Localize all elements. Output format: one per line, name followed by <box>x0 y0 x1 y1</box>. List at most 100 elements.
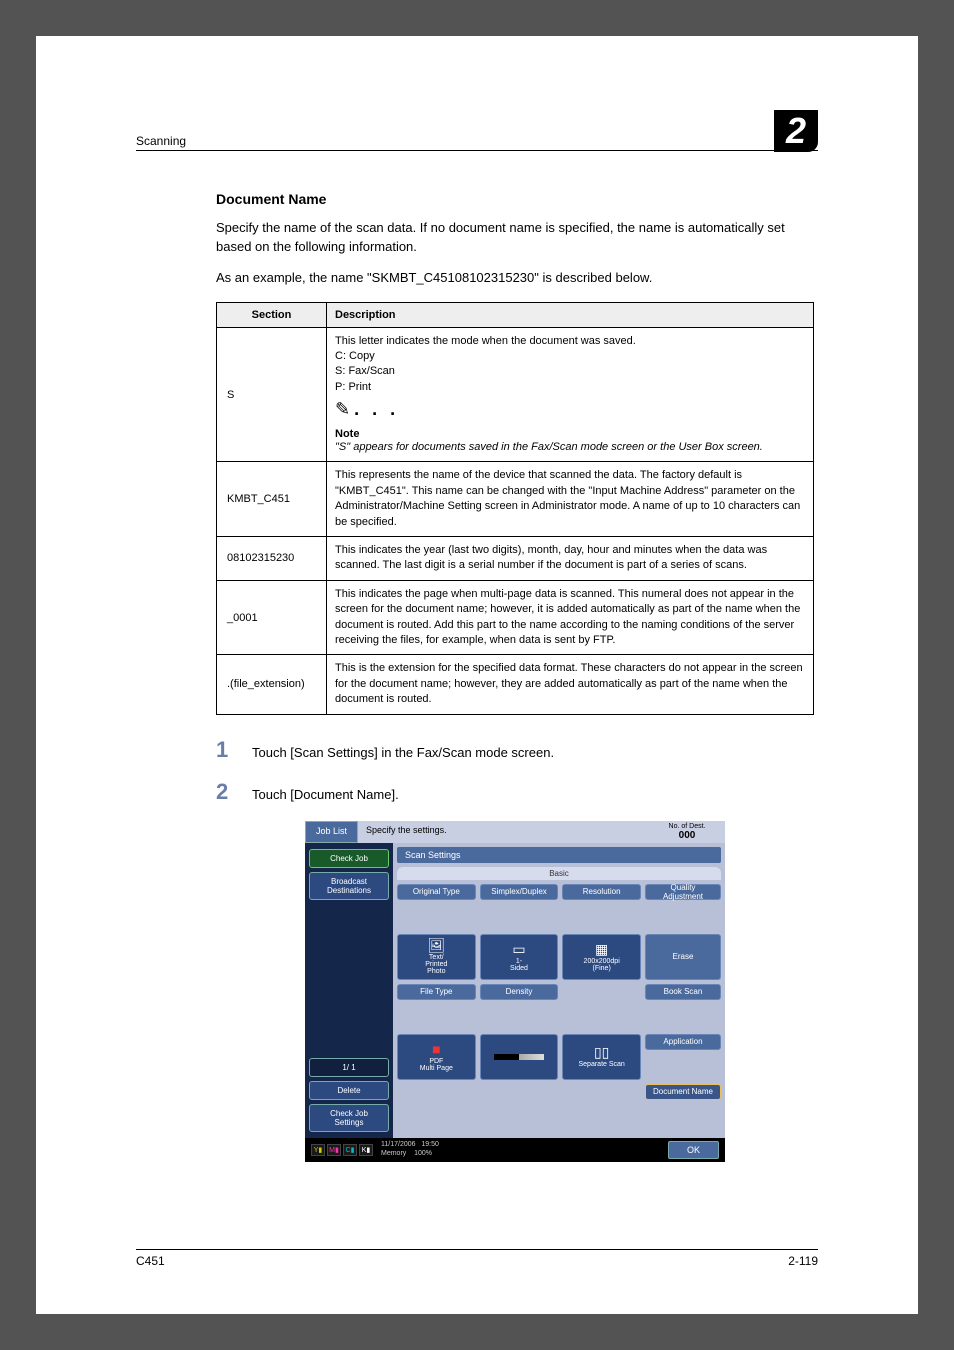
book-scan-button[interactable]: Book Scan <box>645 984 721 1000</box>
table-cell-description: This represents the name of the device t… <box>327 462 814 537</box>
note-label: Note <box>335 428 805 440</box>
table-cell-section: _0001 <box>217 580 327 655</box>
toner-y-icon: Y▮ <box>311 1144 325 1156</box>
control-panel: Job List Specify the settings. No. of De… <box>305 821 725 1162</box>
density-bar-icon <box>494 1054 545 1060</box>
intro-paragraph-2: As an example, the name "SKMBT_C45108102… <box>216 269 814 288</box>
toner-k-icon: K▮ <box>359 1144 373 1156</box>
section-heading: Document Name <box>216 191 814 207</box>
datetime-info: 11/17/2006 19:50 Memory 100% <box>381 1141 439 1158</box>
footer-model: C451 <box>136 1254 165 1268</box>
note-icon: ✎. . . <box>335 399 399 420</box>
content-area: Document Name Specify the name of the sc… <box>136 191 818 1162</box>
table-desc-text: This represents the name of the device t… <box>335 468 805 530</box>
chapter-number-badge: 2 <box>774 110 818 152</box>
document-name-button[interactable]: Document Name <box>645 1084 721 1100</box>
table-cell-description: This letter indicates the mode when the … <box>327 327 814 462</box>
table-cell-description: This indicates the year (last two digits… <box>327 537 814 581</box>
toner-c-icon: C▮ <box>343 1144 357 1156</box>
panel-body: Check Job Broadcast Destinations 1/ 1 De… <box>305 843 725 1138</box>
simplex-duplex-button[interactable]: ▭ 1- Sided <box>480 934 559 980</box>
table-cell-section: KMBT_C451 <box>217 462 327 537</box>
application-button[interactable]: Application <box>645 1034 721 1050</box>
table-cell-section: 08102315230 <box>217 537 327 581</box>
separate-scan-button[interactable]: ▯▯ Separate Scan <box>562 1034 641 1080</box>
empty-cell <box>562 1084 641 1130</box>
table-cell-description: This indicates the page when multi-page … <box>327 580 814 655</box>
table-desc-text: This indicates the year (last two digits… <box>335 543 805 574</box>
simplex-duplex-value: 1- Sided <box>510 958 528 972</box>
delete-button[interactable]: Delete <box>309 1081 389 1100</box>
memory-label: Memory <box>381 1150 406 1157</box>
original-type-value: Text/ Printed Photo <box>425 954 447 975</box>
table-header-description: Description <box>327 302 814 327</box>
basic-tab[interactable]: Basic <box>397 867 721 880</box>
table-row: _0001 This indicates the page when multi… <box>217 580 814 655</box>
pdf-icon: ■ <box>432 1042 440 1056</box>
ok-button[interactable]: OK <box>668 1141 719 1159</box>
panel-status-message: Specify the settings. <box>358 821 649 843</box>
separate-scan-icon: ▯▯ <box>594 1045 609 1059</box>
file-type-button[interactable]: ■ PDF Multi Page <box>397 1034 476 1080</box>
settings-grid: Original Type Simplex/Duplex Resolution … <box>397 880 721 1134</box>
step-text: Touch [Scan Settings] in the Fax/Scan mo… <box>252 745 554 760</box>
control-panel-figure: Job List Specify the settings. No. of De… <box>216 821 814 1162</box>
step-number: 1 <box>216 737 252 763</box>
erase-button[interactable]: Erase <box>645 934 721 980</box>
count-value: 000 <box>653 830 721 841</box>
page-footer: C451 2-119 <box>136 1249 818 1268</box>
step-number: 2 <box>216 779 252 805</box>
check-job-settings-button[interactable]: Check Job Settings <box>309 1104 389 1132</box>
empty-cell <box>397 1084 476 1130</box>
separate-scan-value: Separate Scan <box>579 1061 625 1068</box>
original-type-button[interactable]: 🖼 Text/ Printed Photo <box>397 934 476 980</box>
panel-sidebar: Check Job Broadcast Destinations 1/ 1 De… <box>305 843 393 1138</box>
job-list-button[interactable]: Job List <box>305 821 358 843</box>
note-body: "S" appears for documents saved in the F… <box>335 440 805 455</box>
resolution-button[interactable]: ▦ 200x200dpi (Fine) <box>562 934 641 980</box>
table-cell-description: This is the extension for the specified … <box>327 655 814 714</box>
file-type-label: File Type <box>397 984 476 1000</box>
footer-page-number: 2-119 <box>788 1254 818 1268</box>
page: Scanning 2 Document Name Specify the nam… <box>36 36 918 1314</box>
grid-icon: ▦ <box>595 942 608 956</box>
table-row: 08102315230 This indicates the year (las… <box>217 537 814 581</box>
quality-adjustment-button[interactable]: Quality Adjustment <box>645 884 721 900</box>
memory-value: 100% <box>414 1150 432 1157</box>
table-row: .(file_extension) This is the extension … <box>217 655 814 714</box>
time-text: 19:50 <box>421 1141 439 1148</box>
empty-cell <box>480 1084 559 1130</box>
table-desc-text: This letter indicates the mode when the … <box>335 334 805 396</box>
table-cell-section: S <box>217 327 327 462</box>
density-button[interactable] <box>480 1034 559 1080</box>
table-row: KMBT_C451 This represents the name of th… <box>217 462 814 537</box>
table-header-section: Section <box>217 302 327 327</box>
resolution-value: 200x200dpi (Fine) <box>584 958 620 972</box>
toner-indicators: Y▮ M▮ C▮ K▮ <box>311 1144 373 1156</box>
table-row: S This letter indicates the mode when th… <box>217 327 814 462</box>
procedure-steps: 1 Touch [Scan Settings] in the Fax/Scan … <box>216 737 814 805</box>
original-type-label: Original Type <box>397 884 476 900</box>
table-desc-text: This indicates the page when multi-page … <box>335 587 805 649</box>
step-item: 2 Touch [Document Name]. <box>216 779 814 805</box>
broadcast-destinations-button[interactable]: Broadcast Destinations <box>309 872 389 900</box>
date-text: 11/17/2006 <box>381 1141 416 1148</box>
scan-settings-title: Scan Settings <box>397 847 721 863</box>
intro-paragraph-1: Specify the name of the scan data. If no… <box>216 219 814 257</box>
toner-m-icon: M▮ <box>327 1144 341 1156</box>
header-section-name: Scanning <box>136 134 186 148</box>
panel-main: Scan Settings Basic Original Type Simple… <box>393 843 725 1138</box>
step-text: Touch [Document Name]. <box>252 787 399 802</box>
resolution-label: Resolution <box>562 884 641 900</box>
file-type-value: PDF Multi Page <box>420 1058 453 1072</box>
check-job-button[interactable]: Check Job <box>309 849 389 868</box>
simplex-duplex-label: Simplex/Duplex <box>480 884 559 900</box>
density-label: Density <box>480 984 559 1000</box>
destination-count: No. of Dest. 000 <box>649 821 725 843</box>
page-icon: ▭ <box>512 942 525 956</box>
running-header: Scanning 2 <box>136 106 818 151</box>
empty-cell <box>562 984 641 1000</box>
photo-icon: 🖼 <box>427 938 445 952</box>
table-desc-text: This is the extension for the specified … <box>335 661 805 707</box>
page-indicator: 1/ 1 <box>309 1058 389 1077</box>
